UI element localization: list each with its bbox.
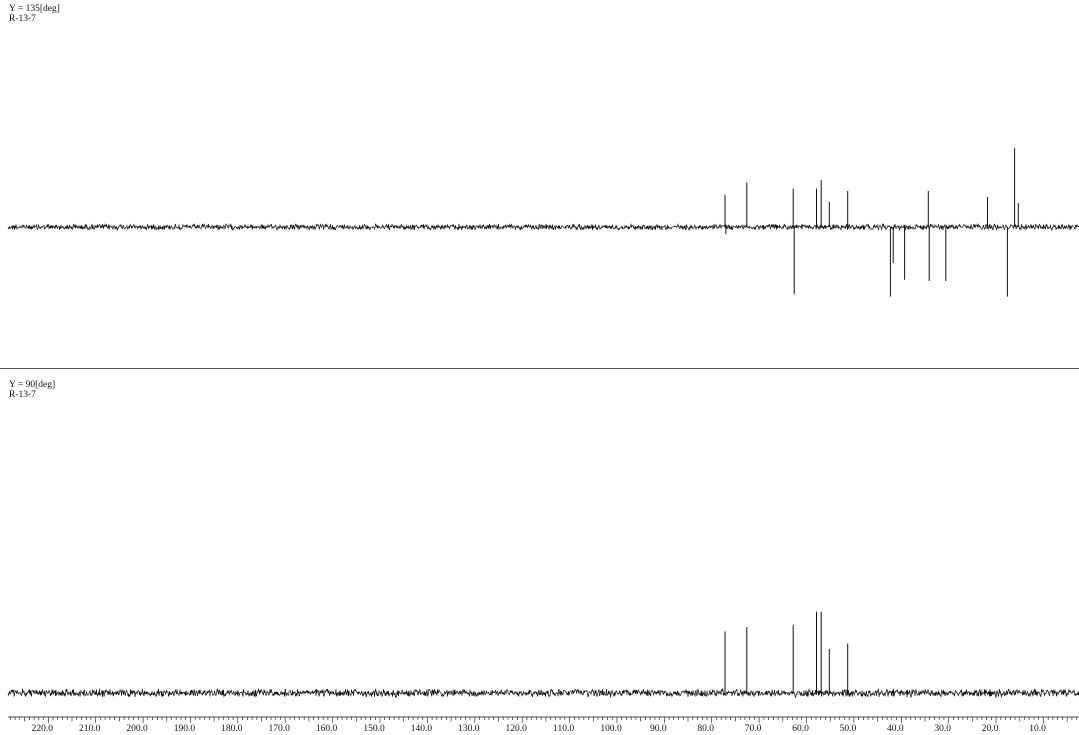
x-tick-label: 40.0 [887,724,904,734]
ppm-axis: 220.0 210.0 200.0 190.0 180.0 170.0 160.0 150.0… [8,716,1079,734]
x-tick-label: 90.0 [650,724,667,734]
baseline-noise-trace [7,688,1079,699]
x-tick-label: 220.0 [32,724,54,734]
panel-top-angle-label: Y = 135[deg] [9,4,60,14]
x-tick-label: 50.0 [840,724,857,734]
panel-top-sample-label: R-13-7 [9,14,36,24]
x-tick-label: 160.0 [316,724,338,734]
x-tick-label: 200.0 [126,724,148,734]
x-tick-label: 80.0 [697,724,714,734]
x-tick-label: 120.0 [506,724,528,734]
dept135-panel [7,147,1079,297]
x-tick-label: 100.0 [600,724,622,734]
x-tick-label: 170.0 [269,724,291,734]
baseline-noise-trace [7,222,1079,232]
x-tick-label: 210.0 [79,724,101,734]
panel-bottom-sample-label: R-13-7 [9,390,36,400]
x-tick-label: 110.0 [553,724,574,734]
x-tick-label: 140.0 [411,724,433,734]
x-tick-label: 60.0 [792,724,809,734]
x-tick-label: 70.0 [745,724,762,734]
x-tick-label: 190.0 [174,724,196,734]
x-tick-label: 20.0 [982,724,999,734]
dept90-panel [7,611,1079,699]
x-tick-label: 150.0 [363,724,385,734]
x-tick-label: 10.0 [1029,724,1046,734]
x-tick-label: 30.0 [934,724,951,734]
x-tick-label: 130.0 [458,724,480,734]
x-tick-label: 180.0 [221,724,243,734]
panel-bottom-angle-label: Y = 90[deg] [9,380,56,390]
